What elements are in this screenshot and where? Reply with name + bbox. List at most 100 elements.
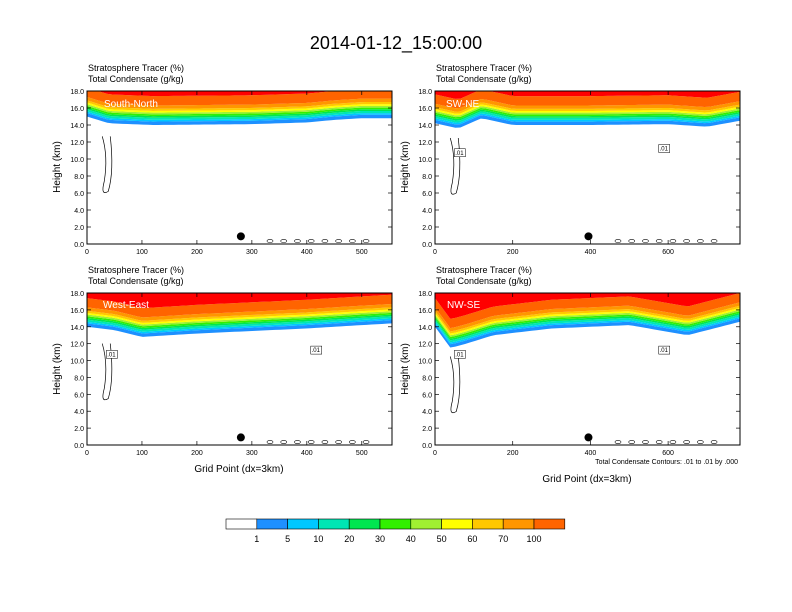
colorbar-swatch — [256, 518, 288, 530]
panel-label-tracer: Stratosphere Tracer (%) — [436, 63, 532, 73]
y-tick-label: 12.0 — [418, 140, 432, 147]
condensate-contour — [321, 239, 329, 243]
x-axis-label: Grid Point (dx=3km) — [194, 464, 283, 475]
condensate-contour — [101, 136, 113, 193]
contour-note: Total Condensate Contours: .01 to .01 by… — [595, 459, 738, 466]
condensate-contour — [449, 137, 461, 195]
plot-frame — [434, 90, 741, 245]
tracer-band-100 — [87, 91, 392, 106]
tracer-band-5 — [87, 111, 392, 122]
condensate-contour — [655, 239, 663, 243]
condensate-contour — [614, 239, 622, 243]
tracer-band-70 — [87, 96, 392, 109]
tracer-band-100 — [435, 91, 740, 109]
tracer-band-40 — [87, 104, 392, 115]
contour-label: .01 — [312, 348, 321, 354]
condensate-contour — [362, 440, 370, 444]
contour-label-box — [310, 345, 322, 355]
y-tick-label: 0.0 — [422, 443, 432, 450]
y-tick-label: 4.0 — [74, 409, 84, 416]
tracer-band-5 — [435, 316, 740, 345]
y-tick-label: 14.0 — [418, 325, 432, 332]
condensate-contour — [349, 239, 356, 243]
panel-south-north: Stratosphere Tracer (%) Total Condensate… — [52, 63, 393, 256]
y-tick-label: 4.0 — [422, 208, 432, 215]
x-tick-label: 400 — [585, 249, 597, 256]
plot-area: .01 .01 — [435, 293, 740, 444]
condensate-contour — [294, 239, 301, 243]
axes: 0.0 2.0 4.0 6.0 8.0 10.0 12.0 14.0 16.0 18.0 0 100 2… — [70, 291, 393, 457]
x-tick-label: 600 — [662, 450, 674, 457]
colorbar-swatch — [287, 518, 319, 530]
axes: 0.0 2.0 4.0 6.0 8.0 10.0 12.0 14.0 16.0 18.0 0 200 4… — [418, 89, 741, 256]
x-tick-label: 500 — [356, 450, 368, 457]
y-tick-label: 18.0 — [418, 89, 432, 96]
colorbar-label: 40 — [406, 534, 416, 544]
panel-name: NW-SE — [447, 300, 480, 311]
condensate-contour — [669, 239, 677, 243]
colorbar-swatch — [472, 518, 504, 530]
figure-title: 2014-01-12_15:00:00 — [310, 33, 482, 54]
y-tick-label: 10.0 — [418, 359, 432, 366]
plot-area: .01 .01 — [435, 91, 740, 243]
tracer-band-100 — [435, 293, 740, 319]
x-tick-label: 600 — [662, 249, 674, 256]
y-tick-label: 12.0 — [70, 342, 84, 349]
contour-label-box — [106, 350, 118, 359]
x-tick-label: 0 — [85, 450, 89, 457]
tracer-band-10 — [87, 109, 392, 120]
x-tick-label: 0 — [433, 249, 437, 256]
condensate-contour — [710, 239, 718, 243]
x-tick-label: 400 — [301, 249, 313, 256]
x-tick-label: 200 — [507, 249, 519, 256]
x-tick-label: 200 — [191, 450, 203, 457]
colorbar-swatch — [441, 518, 473, 530]
x-tick-label: 500 — [356, 249, 368, 256]
x-tick-label: 0 — [433, 450, 437, 457]
tracer-band-100 — [87, 294, 392, 318]
y-tick-label: 16.0 — [418, 308, 432, 315]
tracer-band-30 — [435, 311, 740, 339]
condensate-contour — [307, 440, 315, 444]
contour-label-box — [454, 350, 466, 359]
condensate-contour — [280, 239, 288, 243]
condensate-contour — [280, 440, 288, 444]
y-tick-label: 16.0 — [418, 106, 432, 113]
x-tick-label: 400 — [301, 450, 313, 457]
contour-label: .01 — [660, 147, 669, 153]
plot-area: .01 .01 — [87, 293, 392, 444]
colorbar-swatch — [533, 518, 566, 530]
condensate-contour — [362, 239, 370, 243]
plot-frame — [434, 292, 741, 446]
y-tick-label: 18.0 — [70, 89, 84, 96]
y-tick-label: 16.0 — [70, 106, 84, 113]
y-tick-label: 0.0 — [74, 443, 84, 450]
tracer-band-60 — [435, 305, 740, 334]
panel-name: SW-NE — [446, 99, 479, 110]
tracer-band-50 — [435, 307, 740, 336]
y-tick-label: 6.0 — [74, 392, 84, 399]
colorbar-swatch — [318, 518, 350, 530]
panel-label-tracer: Stratosphere Tracer (%) — [88, 63, 184, 73]
condensate-contour — [335, 440, 342, 444]
colorbar-swatch — [379, 518, 412, 530]
y-axis-label: Height (km) — [400, 141, 411, 193]
condensate-contour — [642, 440, 649, 444]
tracer-band-1 — [87, 113, 392, 125]
plot-frame — [86, 292, 393, 446]
y-tick-label: 2.0 — [74, 426, 84, 433]
colorbar-swatch — [348, 518, 381, 530]
contour-label: .01 — [455, 151, 464, 157]
y-tick-label: 6.0 — [74, 191, 84, 198]
panel-nw-se: Stratosphere Tracer (%) Total Condensate… — [400, 265, 741, 485]
panel-sw-ne: Stratosphere Tracer (%) Total Condensate… — [400, 63, 741, 256]
tracer-band-100 — [435, 293, 740, 329]
y-tick-label: 10.0 — [418, 157, 432, 164]
condensate-contour — [628, 440, 636, 444]
condensate-contour — [307, 239, 315, 243]
y-tick-label: 4.0 — [74, 208, 84, 215]
location-marker — [584, 433, 593, 442]
colorbar-label: 100 — [526, 534, 541, 544]
tracer-band-1 — [87, 320, 392, 337]
